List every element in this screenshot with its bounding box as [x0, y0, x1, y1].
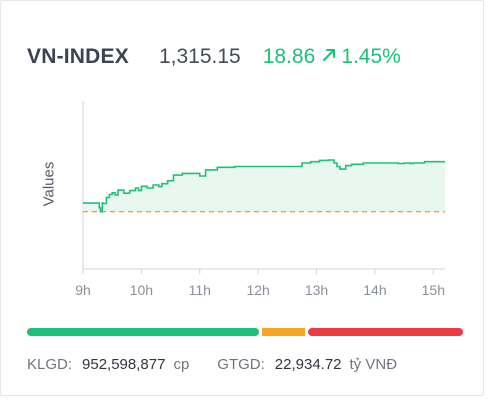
x-tick-label: 9h: [75, 282, 91, 298]
klgd-label: KLGD:: [27, 356, 73, 373]
trading-stats: KLGD: 952,598,877 cp GTGD: 22,934.72 tỷ …: [27, 356, 397, 373]
x-tick-label: 11h: [189, 282, 211, 298]
x-tick-label: 15h: [422, 282, 445, 298]
intraday-chart[interactable]: Values 9h 10h 11h 12h 13h 14h 15h: [1, 1, 485, 311]
x-tick-label: 10h: [130, 282, 153, 298]
x-tick-label: 12h: [246, 282, 269, 298]
gtgd-value: 22,934.72: [274, 356, 342, 373]
index-percent: 1.45%: [341, 45, 401, 68]
y-axis-label: Values: [40, 161, 58, 207]
index-value: 1,315.15: [158, 45, 241, 68]
x-tick-label: 13h: [305, 282, 328, 298]
unchanged-bar: [262, 328, 305, 336]
advancers-bar: [27, 328, 259, 336]
market-breadth-bar: [27, 328, 463, 336]
index-name[interactable]: VN-INDEX: [27, 45, 129, 68]
trend-up-arrow-icon: [321, 47, 337, 68]
series-line: [83, 159, 445, 213]
klgd-value: 952,598,877: [82, 356, 166, 373]
decliners-bar: [308, 328, 463, 336]
index-header: VN-INDEX 1,315.15 18.86 1.45%: [27, 45, 401, 69]
area-fill: [83, 160, 445, 212]
index-change: 18.86: [262, 45, 316, 68]
index-card: VN-INDEX 1,315.15 18.86 1.45% Values 9h 1…: [0, 0, 484, 396]
gtgd-label: GTGD:: [217, 356, 265, 373]
gtgd-unit: tỷ VNĐ: [349, 356, 398, 373]
chart-svg: 9h 10h 11h 12h 13h 14h 15h: [75, 101, 445, 298]
klgd-unit: cp: [173, 356, 190, 373]
x-tick-label: 14h: [363, 282, 386, 298]
